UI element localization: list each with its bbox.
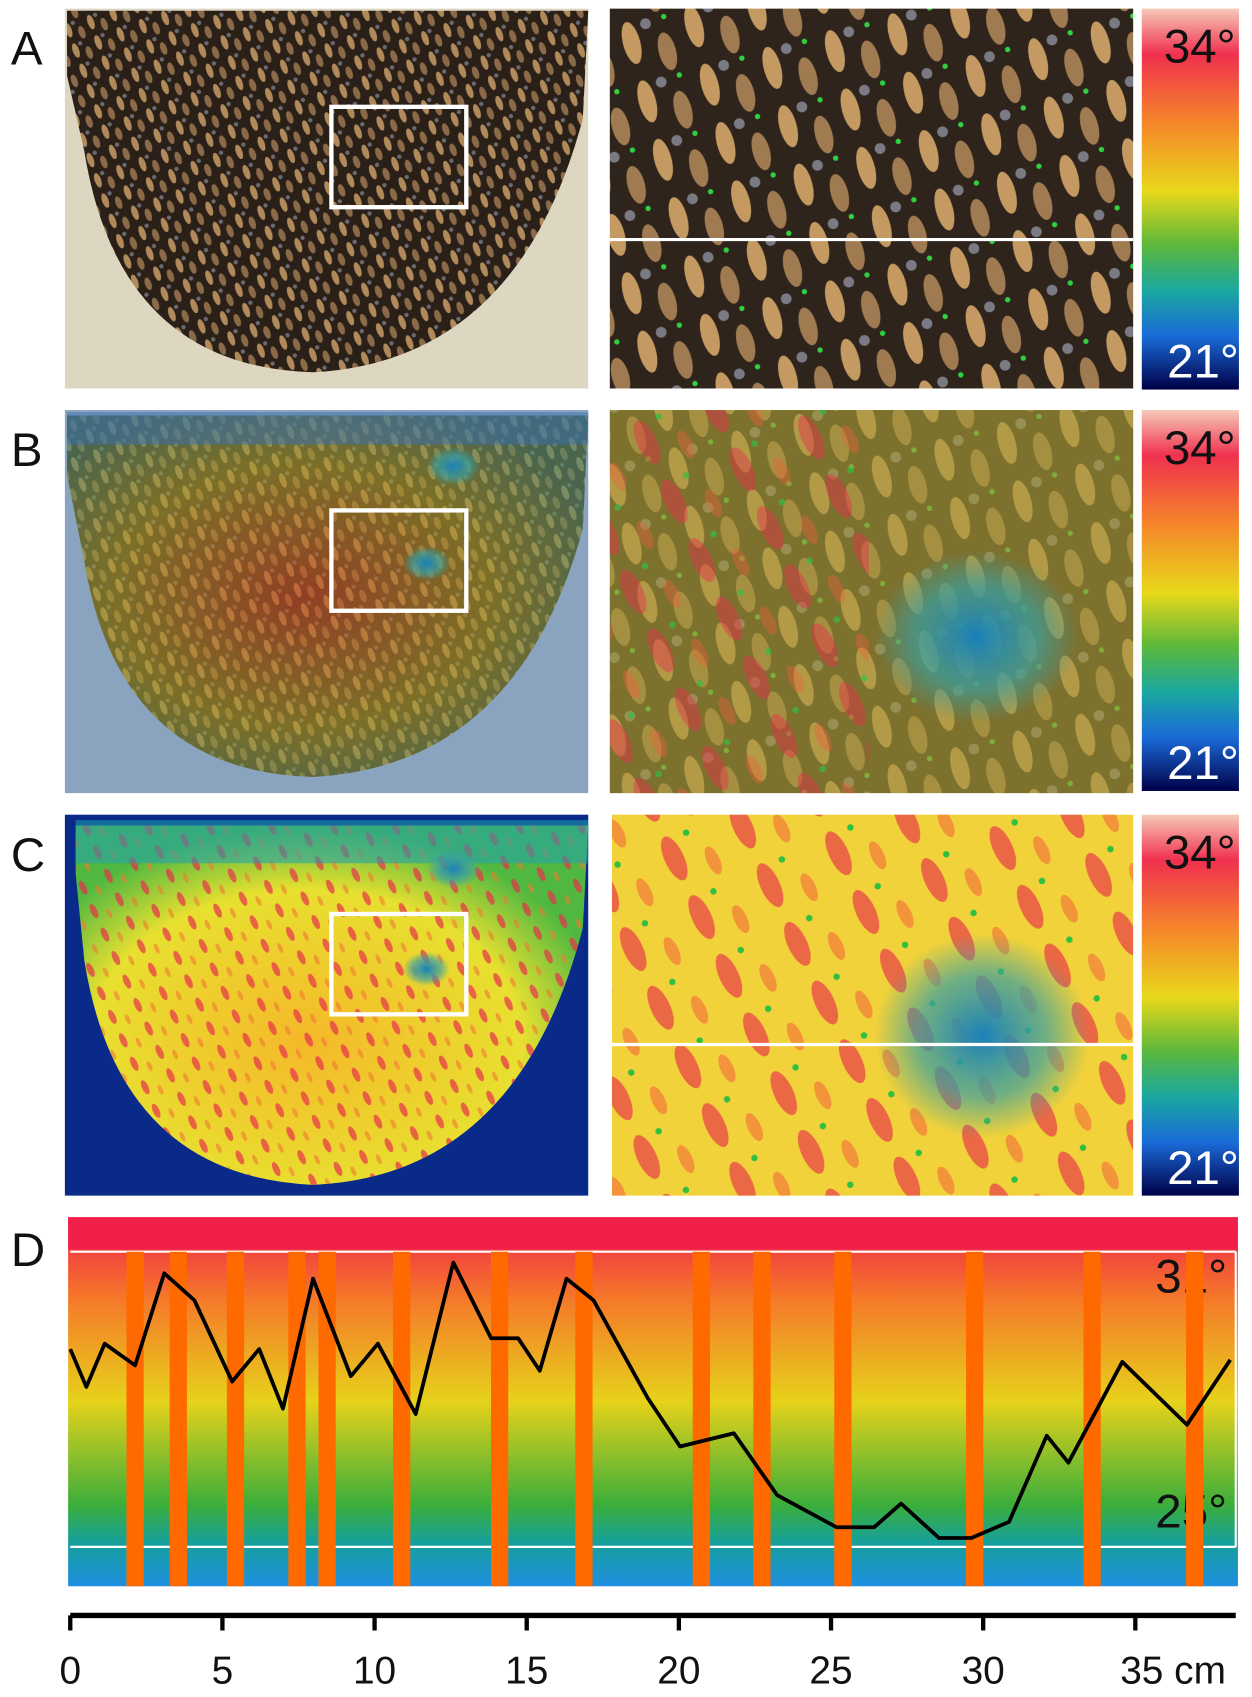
colorbar-max: 34° (1164, 21, 1236, 74)
panel-b (65, 410, 1133, 793)
cool-band (67, 412, 588, 444)
x-tick-label: 0 (59, 1649, 81, 1692)
contact-marker (288, 1252, 305, 1587)
panel-c (65, 815, 1133, 1196)
colorbar-min: 21° (1167, 1142, 1239, 1195)
x-tick-label: 20 (657, 1649, 700, 1692)
contact-marker (126, 1252, 143, 1587)
cool-spot (874, 550, 1079, 723)
contact-marker (491, 1252, 508, 1587)
cool-spot (426, 849, 480, 888)
cool-spot (403, 952, 450, 987)
x-tick-label: 5 (212, 1649, 234, 1692)
contact-marker (575, 1252, 592, 1587)
colorbar-min: 21° (1167, 737, 1239, 790)
top-band (68, 1217, 1238, 1249)
panel-label: A (11, 23, 43, 76)
figure: A34°21°B34°21°C34°21° D25°31°05101520253… (0, 0, 1252, 1692)
colorbar-min: 21° (1167, 336, 1239, 389)
panel-label: C (11, 829, 45, 882)
colorbar-max: 34° (1164, 422, 1236, 475)
contact-marker (693, 1252, 710, 1587)
x-tick-label: 10 (353, 1649, 396, 1692)
contact-marker (753, 1252, 770, 1587)
colorbar-max: 34° (1164, 827, 1236, 880)
contact-marker (170, 1252, 187, 1587)
cool-spot (874, 933, 1090, 1138)
cool-band (76, 820, 589, 863)
panel-a (65, 9, 1133, 389)
x-tick-label: 25 (809, 1649, 852, 1692)
panel-label: B (11, 424, 43, 477)
panel-label: D (11, 1224, 45, 1277)
cool-spot (403, 546, 450, 581)
cool-spot (426, 447, 480, 486)
contact-marker (393, 1252, 410, 1587)
warm-texture (610, 410, 869, 793)
x-tick-label: 30 (962, 1649, 1005, 1692)
x-tick-label: 35 cm (1120, 1649, 1226, 1692)
page: {"panels": [ {"label": "A", "scale_max":… (0, 0, 1252, 1692)
contact-marker (834, 1252, 851, 1587)
contact-marker (227, 1252, 244, 1587)
x-tick-label: 15 (505, 1649, 548, 1692)
contact-marker (1186, 1252, 1203, 1587)
zoom-photo (610, 9, 1133, 389)
